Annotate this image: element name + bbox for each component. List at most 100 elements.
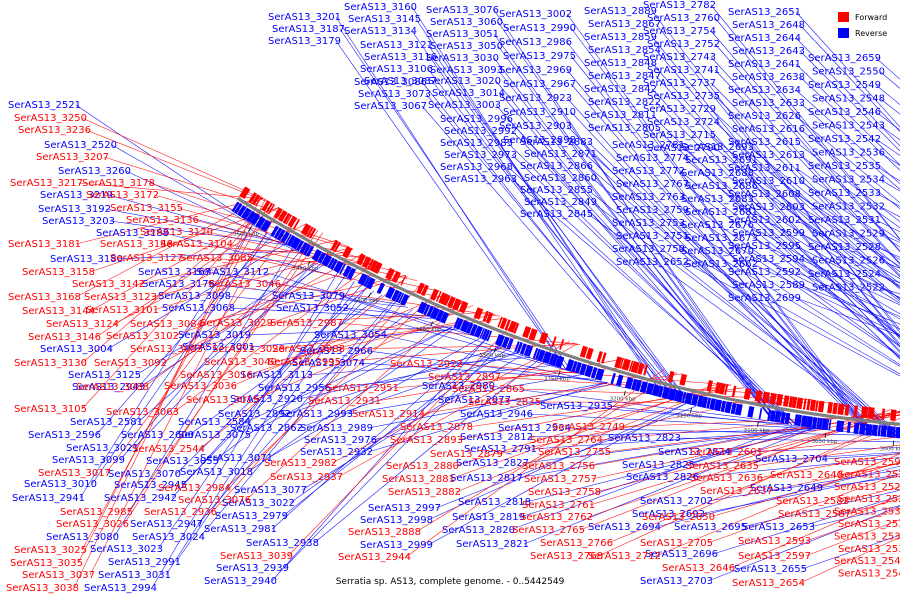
forward-gene (714, 381, 722, 394)
reverse-gene (734, 403, 743, 416)
gene-label: SerAS13_3035 (10, 558, 83, 569)
forward-gene (255, 196, 263, 207)
label-connector-line (73, 196, 262, 589)
gene-label: SerAS13_2696 (645, 549, 718, 560)
forward-gene (361, 256, 368, 267)
label-connector-line (714, 95, 900, 278)
forward-gene (837, 403, 845, 416)
gene-label: SerAS13_3021 (66, 443, 139, 454)
label-connector-line (435, 405, 697, 509)
gene-label: SerAS13_2940 (204, 576, 277, 587)
reverse-gene (339, 263, 346, 275)
legend-label-reverse: Reverse (855, 28, 888, 38)
reverse-gene (691, 394, 699, 406)
forward-gene (817, 400, 825, 413)
reverse-gene (290, 237, 302, 250)
forward-gene (356, 253, 366, 266)
reverse-gene (284, 233, 292, 245)
forward-gene (391, 270, 400, 283)
label-connector-line (714, 43, 900, 253)
forward-gene (579, 345, 588, 358)
gene-label: SerAS13_2641 (728, 59, 801, 70)
gene-label: SerAS13_3023 (90, 544, 163, 555)
label-connector-line (523, 427, 814, 545)
gene-label: SerAS13_3070 (108, 469, 181, 480)
gene-label: SerAS13_3092 (94, 358, 167, 369)
reverse-gene (286, 234, 296, 247)
reverse-gene (828, 419, 832, 431)
label-connector-line (431, 56, 692, 405)
map-caption: Serratia sp. AS13, complete genome. - 0.… (335, 577, 565, 587)
gene-label: SerAS13_2818 (458, 497, 531, 508)
label-connector-line (795, 297, 900, 336)
forward-gene (504, 319, 511, 331)
forward-gene (881, 408, 886, 420)
gene-label: SerAS13_3080 (46, 532, 119, 543)
gene-label: SerAS13_2693 (681, 142, 754, 153)
label-connector-line (347, 374, 582, 415)
gene-label: SerAS13_2938 (246, 538, 319, 549)
label-connector-line (313, 359, 539, 544)
label-connector-line (95, 211, 287, 338)
gene-label: SerAS13_3038 (6, 583, 79, 594)
label-connector-line (135, 262, 319, 376)
reverse-gene (758, 408, 763, 420)
gene-label: SerAS13_3076 (178, 495, 251, 506)
gene-label: SerAS13_2989 (300, 423, 373, 434)
gene-label: SerAS13_2819 (452, 512, 525, 523)
label-connector-line (710, 108, 900, 288)
label-connector-line (748, 172, 900, 284)
gene-label: SerAS13_2530 (834, 507, 900, 518)
gene-label: SerAS13_2878 (400, 422, 473, 433)
reverse-gene (639, 381, 649, 394)
label-connector-line (105, 208, 284, 243)
position-tick-mark (368, 292, 372, 298)
label-connector-line (297, 352, 518, 400)
label-connector-line (587, 165, 900, 439)
label-connector-line (307, 357, 531, 376)
label-connector-line (331, 341, 571, 464)
forward-gene (369, 259, 378, 272)
forward-gene (367, 258, 374, 270)
forward-gene (265, 202, 274, 214)
gene-label: SerAS13_2599 (732, 228, 805, 239)
label-connector-line (801, 534, 900, 570)
reverse-gene (675, 390, 684, 403)
gene-label: SerAS13_2531 (808, 215, 881, 226)
gene-label: SerAS13_3029 (200, 318, 273, 329)
reverse-gene (459, 319, 470, 333)
label-connector-line (748, 250, 900, 330)
reverse-gene (667, 388, 677, 401)
gene-label: SerAS13_3046 (208, 279, 281, 290)
forward-gene (775, 393, 784, 406)
label-connector-line (163, 232, 353, 281)
forward-gene (273, 207, 283, 220)
label-connector-line (710, 4, 900, 240)
gene-label: SerAS13_2523 (838, 469, 900, 480)
gene-label: SerAS13_3002 (499, 9, 572, 20)
gene-label: SerAS13_2741 (647, 65, 720, 76)
label-connector-line (795, 11, 900, 128)
reverse-gene (811, 416, 818, 429)
gene-label: SerAS13_3068 (162, 303, 235, 314)
reverse-gene (453, 317, 460, 329)
label-connector-line (175, 287, 367, 563)
label-connector-line (799, 180, 900, 248)
label-connector-line (149, 182, 349, 247)
forward-gene (333, 241, 341, 253)
label-connector-line (753, 444, 900, 467)
label-connector-line (335, 40, 567, 370)
gene-label: SerAS13_3146 (28, 332, 101, 343)
reverse-gene (579, 363, 588, 376)
reverse-gene (330, 258, 338, 270)
gene-label: SerAS13_2842 (584, 84, 657, 95)
label-connector-line (519, 426, 808, 518)
label-connector-line (225, 290, 440, 489)
label-connector-line (655, 465, 900, 528)
reverse-gene (551, 354, 559, 366)
position-tick-label: 3350 kbp (416, 327, 442, 333)
gene-label: SerAS13_2956 (258, 383, 331, 394)
forward-gene (482, 310, 490, 322)
gene-label: SerAS13_2533 (808, 188, 881, 199)
reverse-gene (274, 227, 283, 239)
